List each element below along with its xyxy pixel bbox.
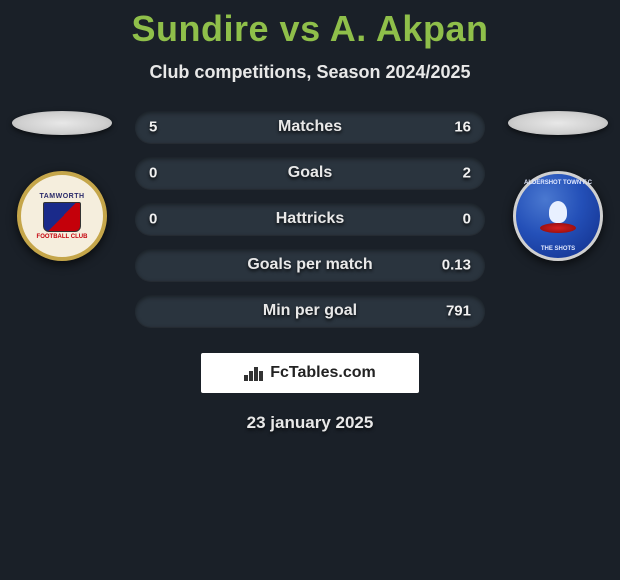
date-label: 23 january 2025 (247, 413, 374, 433)
stat-row: 0 Goals 2 (135, 157, 485, 189)
stat-value-left: 0 (149, 211, 157, 228)
player-right-silhouette (508, 111, 608, 135)
infographic-container: Sundire vs A. Akpan Club competitions, S… (0, 0, 620, 433)
bar-icon-segment (249, 371, 253, 381)
stat-label: Goals per match (247, 256, 372, 274)
stat-value-right: 2 (463, 165, 471, 182)
bar-icon-segment (259, 371, 263, 381)
club-crest-right: ALDERSHOT TOWN F.C THE SHOTS (513, 171, 603, 261)
player-left-column: TAMWORTH FOOTBALL CLUB (7, 111, 117, 261)
watermark[interactable]: FcTables.com (201, 353, 419, 393)
stat-label: Goals (288, 164, 332, 182)
crest-left-shield-icon (43, 202, 81, 232)
crest-right-top-text: ALDERSHOT TOWN F.C (516, 180, 600, 186)
bar-icon-segment (244, 375, 248, 381)
crest-left-bottom-text: FOOTBALL CLUB (37, 234, 88, 240)
stat-label: Hattricks (276, 210, 344, 228)
player-right-column: ALDERSHOT TOWN F.C THE SHOTS (503, 111, 613, 261)
stat-label: Matches (278, 118, 342, 136)
crest-right-bottom-text: THE SHOTS (516, 246, 600, 252)
stat-value-left: 5 (149, 119, 157, 136)
stat-value-right: 0.13 (442, 257, 471, 274)
stat-label: Min per goal (263, 302, 357, 320)
stat-row: 0 Hattricks 0 (135, 203, 485, 235)
stat-value-right: 16 (454, 119, 471, 136)
stat-row: 5 Matches 16 (135, 111, 485, 143)
bar-icon-segment (254, 367, 258, 381)
main-area: TAMWORTH FOOTBALL CLUB 5 Matches 16 0 Goals 2… (0, 111, 620, 327)
bar-chart-icon (244, 365, 264, 381)
stat-row: Goals per match 0.13 (135, 249, 485, 281)
crest-left-top-text: TAMWORTH (39, 193, 84, 200)
stats-column: 5 Matches 16 0 Goals 2 0 Hattricks 0 Goals per ma… (135, 111, 485, 327)
stat-value-right: 0 (463, 211, 471, 228)
subtitle: Club competitions, Season 2024/2025 (149, 62, 470, 83)
stat-row: Min per goal 791 (135, 295, 485, 327)
watermark-text: FcTables.com (270, 364, 376, 382)
player-left-silhouette (12, 111, 112, 135)
stat-value-left: 0 (149, 165, 157, 182)
club-crest-left: TAMWORTH FOOTBALL CLUB (17, 171, 107, 261)
page-title: Sundire vs A. Akpan (132, 8, 489, 50)
phoenix-icon (536, 197, 580, 235)
stat-value-right: 791 (446, 303, 471, 320)
